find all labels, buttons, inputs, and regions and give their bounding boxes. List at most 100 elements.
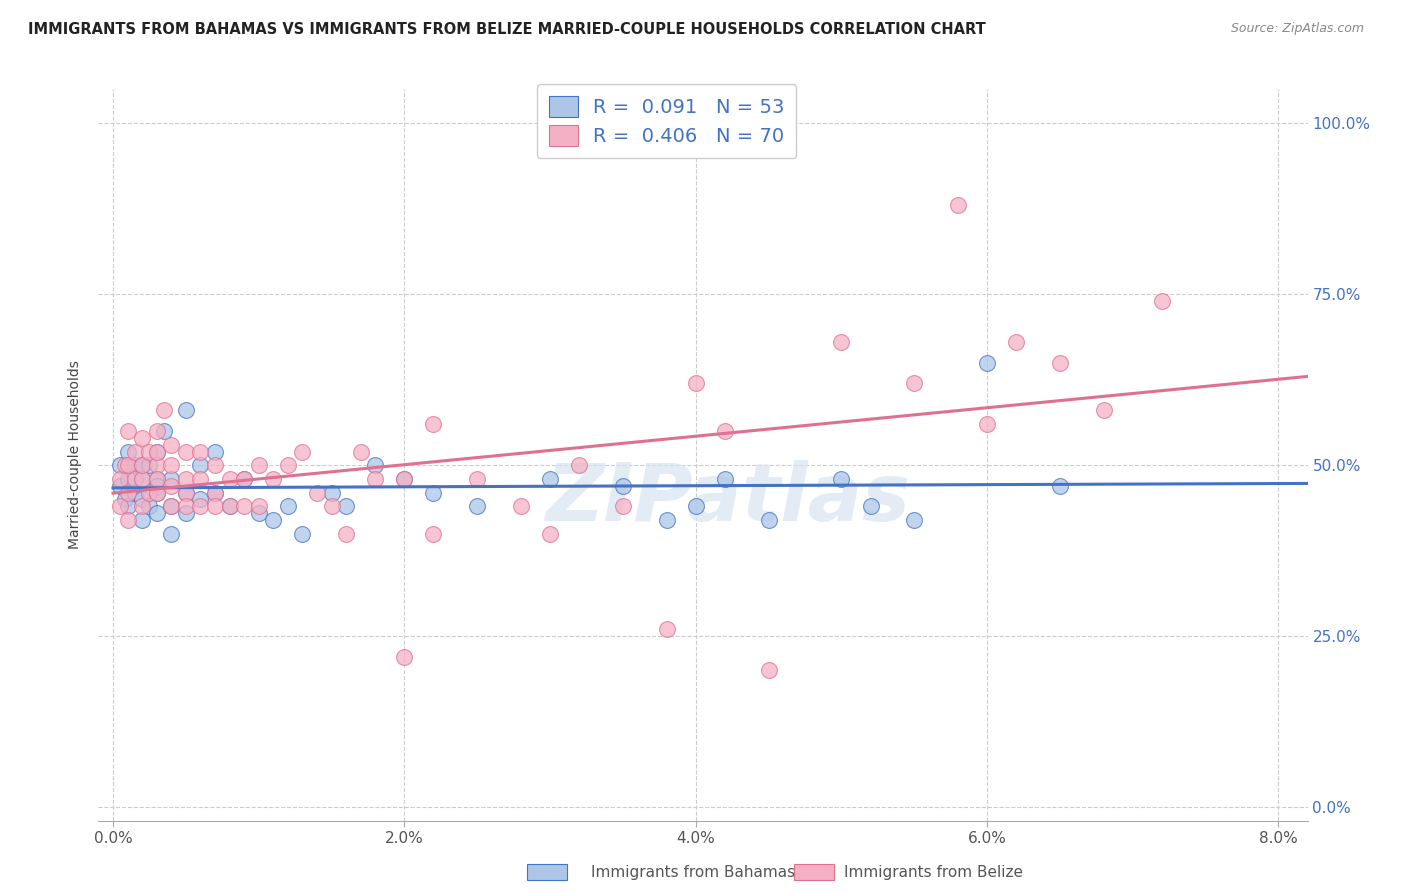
Point	[233, 472, 256, 486]
Point	[160, 438, 183, 452]
Point	[131, 431, 153, 445]
Point	[612, 478, 634, 492]
Point	[714, 472, 737, 486]
Point	[394, 649, 416, 664]
Point	[190, 499, 212, 513]
Point	[160, 472, 183, 486]
Point	[859, 499, 882, 513]
Point	[335, 499, 357, 513]
Text: ZIPatlas: ZIPatlas	[544, 459, 910, 538]
Point	[538, 472, 561, 486]
Point	[350, 444, 373, 458]
Point	[277, 499, 299, 513]
Point	[758, 663, 780, 677]
Text: Source: ZipAtlas.com: Source: ZipAtlas.com	[1230, 22, 1364, 36]
Point	[758, 513, 780, 527]
Point	[117, 444, 139, 458]
Point	[117, 485, 139, 500]
Point	[321, 485, 343, 500]
Point	[277, 458, 299, 472]
Point	[612, 499, 634, 513]
Text: Immigrants from Belize: Immigrants from Belize	[844, 865, 1022, 880]
Point	[117, 513, 139, 527]
Point	[160, 499, 183, 513]
Point	[538, 526, 561, 541]
Point	[1049, 478, 1071, 492]
Point	[190, 492, 212, 507]
Point	[110, 458, 132, 472]
Point	[714, 424, 737, 438]
Point	[291, 444, 314, 458]
Point	[190, 458, 212, 472]
Point	[131, 513, 153, 527]
Point	[138, 485, 160, 500]
Point	[110, 478, 132, 492]
Point	[262, 513, 284, 527]
Point	[190, 444, 212, 458]
Point	[138, 458, 160, 472]
Point	[204, 485, 226, 500]
Point	[160, 478, 183, 492]
Point	[117, 424, 139, 438]
Point	[174, 403, 197, 417]
Point	[903, 513, 925, 527]
Point	[124, 472, 146, 486]
Point	[204, 458, 226, 472]
Point	[233, 472, 256, 486]
Point	[110, 499, 132, 513]
Point	[114, 492, 136, 507]
Point	[145, 485, 167, 500]
Point	[204, 444, 226, 458]
Point	[190, 472, 212, 486]
Point	[465, 472, 488, 486]
Point	[145, 444, 167, 458]
Point	[160, 458, 183, 472]
Legend: R =  0.091   N = 53, R =  0.406   N = 70: R = 0.091 N = 53, R = 0.406 N = 70	[537, 84, 796, 158]
Point	[262, 472, 284, 486]
Point	[124, 458, 146, 472]
Point	[830, 335, 852, 350]
Point	[685, 376, 707, 391]
Point	[422, 485, 444, 500]
Point	[509, 499, 531, 513]
Point	[138, 499, 160, 513]
Point	[145, 506, 167, 520]
Point	[131, 492, 153, 507]
Point	[153, 403, 176, 417]
Point	[233, 499, 256, 513]
Point	[655, 513, 678, 527]
Point	[465, 499, 488, 513]
Point	[218, 472, 240, 486]
Point	[117, 499, 139, 513]
Point	[117, 458, 139, 472]
Point	[247, 499, 270, 513]
Point	[204, 499, 226, 513]
Point	[394, 472, 416, 486]
Point	[1005, 335, 1028, 350]
Point	[174, 472, 197, 486]
Y-axis label: Married-couple Households: Married-couple Households	[69, 360, 83, 549]
Point	[291, 526, 314, 541]
Point	[335, 526, 357, 541]
Point	[1092, 403, 1115, 417]
Point	[655, 622, 678, 636]
Text: Immigrants from Bahamas: Immigrants from Bahamas	[591, 865, 794, 880]
Point	[114, 458, 136, 472]
Point	[1150, 294, 1173, 309]
Point	[174, 485, 197, 500]
Point	[174, 499, 197, 513]
Point	[903, 376, 925, 391]
Point	[138, 444, 160, 458]
Point	[145, 485, 167, 500]
Point	[117, 472, 139, 486]
Point	[124, 444, 146, 458]
Point	[976, 356, 998, 370]
Point	[204, 485, 226, 500]
Point	[145, 458, 167, 472]
Point	[685, 499, 707, 513]
Point	[174, 444, 197, 458]
Point	[174, 485, 197, 500]
Point	[124, 485, 146, 500]
Point	[131, 458, 153, 472]
Point	[247, 458, 270, 472]
